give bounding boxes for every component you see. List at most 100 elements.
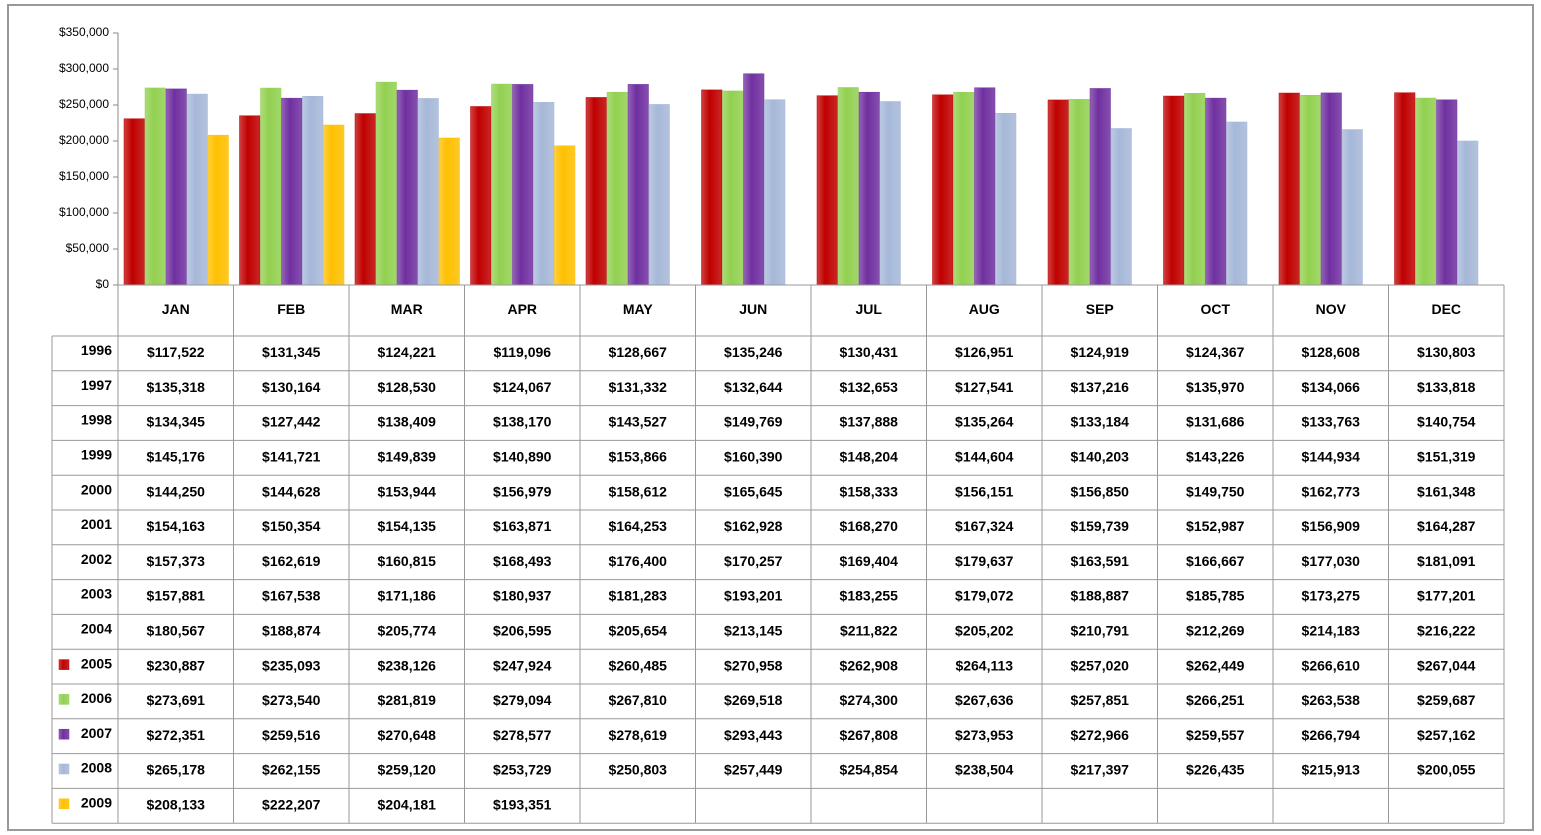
bar (932, 94, 954, 286)
table-cell: $137,216 (1071, 379, 1130, 395)
y-tick-label: $350,000 (59, 25, 109, 39)
y-tick-label: $200,000 (59, 133, 109, 147)
table-cell: $132,644 (724, 379, 783, 395)
table-cell: $238,126 (378, 657, 437, 673)
table-cell: $272,351 (147, 727, 206, 743)
legend-key (58, 694, 70, 705)
bar (606, 91, 628, 286)
table-cell: $180,937 (493, 588, 552, 604)
table-cell: $161,348 (1417, 483, 1476, 499)
table-cell: $214,183 (1302, 623, 1361, 639)
table-cell: $156,909 (1302, 518, 1361, 534)
table-cell: $163,871 (493, 518, 552, 534)
bar (1320, 92, 1342, 286)
legend-label: 2000 (81, 481, 112, 497)
table-cell: $135,246 (724, 344, 783, 360)
bar (281, 97, 303, 286)
bar (816, 95, 838, 286)
table-cell: $273,691 (147, 692, 206, 708)
table-cell: $205,774 (378, 623, 437, 639)
table-cell: $226,435 (1186, 762, 1245, 778)
bar (879, 101, 901, 286)
table-cell: $149,750 (1186, 483, 1245, 499)
table-cell: $124,221 (378, 344, 437, 360)
table-cell: $144,250 (147, 483, 206, 499)
legend-label: 2006 (81, 690, 112, 706)
bar (470, 106, 492, 286)
table-cell: $157,373 (147, 553, 206, 569)
table-cell: $217,397 (1071, 762, 1130, 778)
table-cell: $272,966 (1071, 727, 1130, 743)
y-tick-label: $0 (96, 277, 110, 291)
bar (953, 92, 975, 286)
table-cell: $193,201 (724, 588, 783, 604)
legend-label: 2005 (81, 655, 112, 671)
table-cell: $151,319 (1417, 449, 1476, 465)
bar (186, 93, 208, 286)
table-cell: $260,485 (609, 657, 668, 673)
table-cell: $128,667 (609, 344, 668, 360)
table-cell: $238,504 (955, 762, 1014, 778)
bar (491, 83, 513, 286)
table-cell: $266,794 (1302, 727, 1361, 743)
table-cell: $235,093 (262, 657, 321, 673)
bar (627, 84, 649, 286)
table-cell: $156,850 (1071, 483, 1130, 499)
table-cell: $167,324 (955, 518, 1014, 534)
table-cell: $158,333 (840, 483, 899, 499)
table-cell: $137,888 (840, 414, 899, 430)
table-cell: $130,164 (262, 379, 321, 395)
bar (417, 98, 439, 286)
bar (1341, 129, 1363, 286)
bar (1163, 95, 1185, 286)
table-cell: $267,808 (840, 727, 899, 743)
table-cell: $177,201 (1417, 588, 1476, 604)
table-cell: $149,839 (378, 449, 437, 465)
table-cell: $216,222 (1417, 623, 1476, 639)
y-tick-label: $150,000 (59, 169, 109, 183)
bar (302, 95, 324, 286)
table-cell: $170,257 (724, 553, 783, 569)
table-cell: $257,449 (724, 762, 783, 778)
bar (722, 90, 744, 286)
bar (743, 73, 765, 286)
table-cell: $262,449 (1186, 657, 1245, 673)
bar (1436, 99, 1458, 286)
bar (144, 87, 166, 286)
table-cell: $138,170 (493, 414, 552, 430)
table-cell: $259,516 (262, 727, 321, 743)
table-cell: $210,791 (1071, 623, 1130, 639)
table-cell: $162,773 (1302, 483, 1361, 499)
legend-label: 2007 (81, 725, 112, 741)
table-cell: $124,919 (1071, 344, 1130, 360)
table-cell: $250,803 (609, 762, 668, 778)
table-cell: $165,645 (724, 483, 783, 499)
table-cell: $274,300 (840, 692, 899, 708)
table-cell: $159,739 (1071, 518, 1130, 534)
bar (1415, 97, 1437, 286)
table-cell: $117,522 (147, 344, 205, 360)
legend-label: 2002 (81, 551, 112, 567)
table-cell: $257,162 (1417, 727, 1476, 743)
table-cell: $259,687 (1417, 692, 1476, 708)
bar (1226, 121, 1248, 286)
table-cell: $267,636 (955, 692, 1014, 708)
table-cell: $160,815 (378, 553, 437, 569)
table-cell: $247,924 (493, 657, 552, 673)
legend-key (58, 728, 70, 740)
legend-label: 2001 (81, 516, 112, 532)
table-cell: $254,854 (840, 762, 899, 778)
table-cell: $119,096 (493, 344, 551, 360)
bar (1110, 128, 1132, 286)
table-cell: $253,729 (493, 762, 552, 778)
table-cell: $133,763 (1302, 414, 1361, 430)
table-cell: $205,202 (955, 623, 1014, 639)
x-tick-label: JAN (162, 301, 190, 317)
table-cell: $130,431 (840, 344, 899, 360)
table-cell: $138,409 (378, 414, 437, 430)
legend-label: 2004 (81, 621, 112, 637)
y-tick-label: $50,000 (66, 241, 110, 255)
table-cell: $267,810 (609, 692, 668, 708)
table-cell: $177,030 (1302, 553, 1361, 569)
table-cell: $148,204 (840, 449, 899, 465)
